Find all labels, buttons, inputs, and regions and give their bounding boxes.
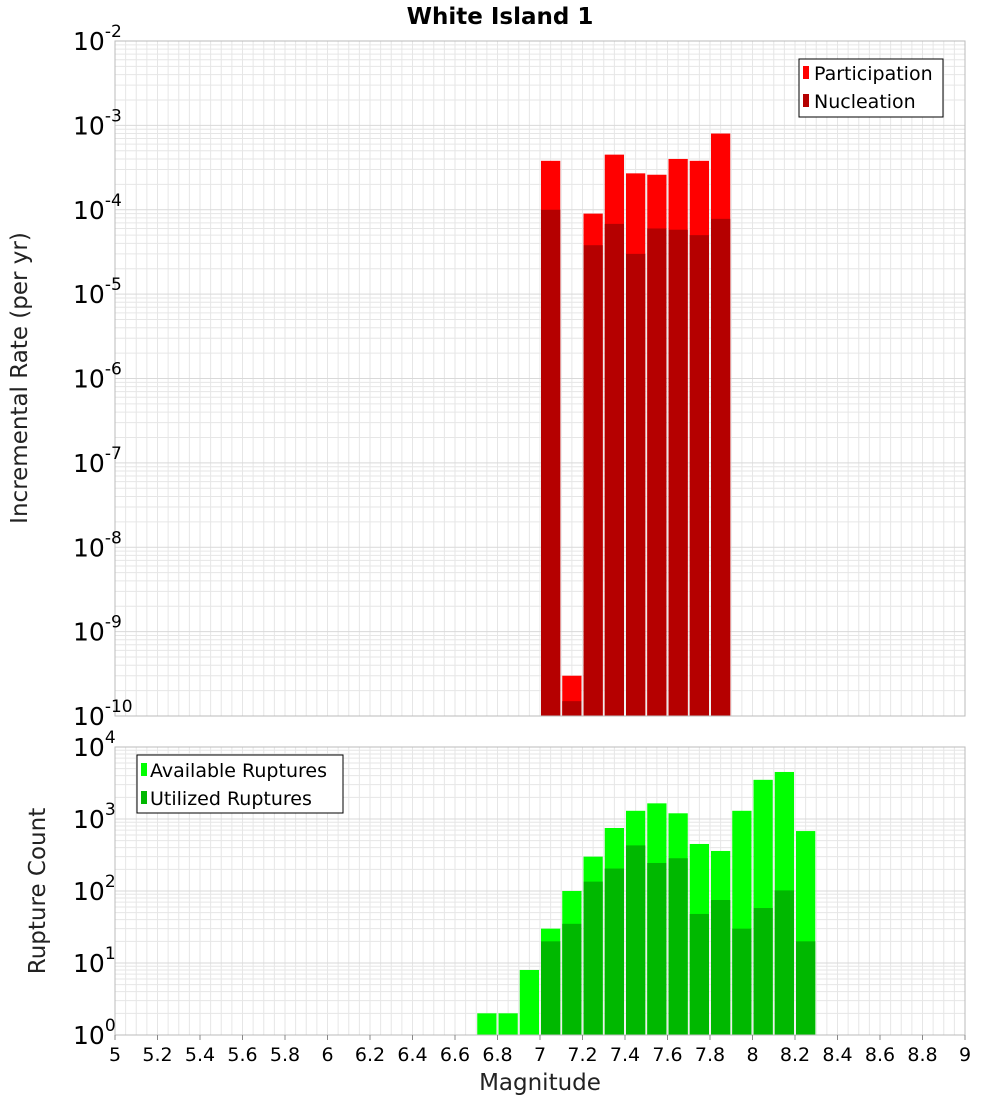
count-bar-available-ruptures — [498, 1013, 518, 1035]
x-tick-label: 6.2 — [355, 1044, 385, 1066]
count-bar-utilized-ruptures — [647, 862, 667, 1035]
count-y-tick-label: 102 — [73, 872, 116, 906]
x-tick-label: 8.2 — [780, 1044, 810, 1066]
count-bar-utilized-ruptures — [732, 928, 752, 1035]
rate-bar-nucleation — [604, 223, 624, 716]
count-bar-utilized-ruptures — [604, 868, 624, 1035]
x-axis-ticks: 5 5.2 5.4 5.6 5.8 6 6.2 6.4 6.6 6.8 7 7.2 7.4 7.6 7.8 8… — [109, 1035, 971, 1066]
x-tick-label: 7.4 — [610, 1044, 640, 1066]
x-tick-label: 9 — [959, 1044, 971, 1066]
rate-legend: Participation Nucleation — [798, 58, 944, 118]
rate-bar-nucleation — [583, 245, 603, 717]
x-tick-label: 6.6 — [440, 1044, 470, 1066]
rate-plot-frame — [114, 40, 966, 717]
rate-y-ticks: 10-10 10-9 10-8 10-7 10-6 10-5 10-4 10-3 10-2 — [73, 22, 133, 731]
count-y-tick-label: 101 — [73, 944, 116, 978]
x-tick-label: 5.6 — [227, 1044, 257, 1066]
x-tick-label: 8 — [746, 1044, 758, 1066]
count-y-tick-label: 104 — [73, 728, 116, 762]
x-tick-label: 7.8 — [695, 1044, 725, 1066]
rate-y-tick-label: 10-7 — [73, 444, 122, 478]
count-bar-utilized-ruptures — [753, 908, 773, 1035]
count-bar-utilized-ruptures — [711, 899, 731, 1035]
count-bar-available-ruptures — [477, 1013, 497, 1035]
count-y-axis-label: Rupture Count — [25, 808, 51, 974]
x-tick-label: 5.8 — [270, 1044, 300, 1066]
count-y-ticks: 100 101 102 103 104 — [73, 728, 116, 1050]
x-tick-label: 8.8 — [907, 1044, 937, 1066]
rate-bar-nucleation — [541, 209, 561, 716]
rate-bar-nucleation — [626, 253, 646, 716]
count-bar-utilized-ruptures — [541, 941, 561, 1035]
x-tick-label: 5 — [109, 1044, 121, 1066]
legend-swatch-utilized — [141, 791, 147, 804]
rate-y-tick-label: 10-9 — [73, 613, 122, 647]
rate-bar-nucleation — [689, 235, 709, 716]
x-tick-label: 8.6 — [865, 1044, 895, 1066]
legend-label-utilized: Utilized Ruptures — [150, 788, 312, 810]
count-legend: Available Ruptures Utilized Ruptures — [136, 754, 344, 814]
rate-bar-nucleation — [668, 229, 688, 717]
count-bar-utilized-ruptures — [796, 941, 816, 1035]
legend-label-available: Available Ruptures — [150, 760, 327, 782]
legend-swatch-available — [141, 763, 147, 776]
legend-swatch-nucleation — [803, 94, 809, 107]
rate-y-tick-label: 10-10 — [73, 697, 133, 731]
count-legend-box — [136, 754, 344, 814]
x-tick-label: 6.4 — [397, 1044, 427, 1066]
x-tick-label: 5.2 — [142, 1044, 172, 1066]
rate-y-tick-label: 10-6 — [73, 360, 122, 394]
rate-y-tick-label: 10-4 — [73, 191, 122, 225]
rate-bar-nucleation — [562, 701, 582, 716]
count-panel: 100 101 102 103 104 Rupture Count Available … — [25, 728, 966, 1050]
count-bars — [477, 771, 816, 1035]
rate-y-tick-label: 10-8 — [73, 528, 122, 562]
x-tick-label: 5.4 — [185, 1044, 215, 1066]
count-bar-utilized-ruptures — [583, 881, 603, 1035]
x-axis-label: Magnitude — [479, 1070, 601, 1096]
legend-swatch-participation — [803, 66, 809, 79]
rate-bar-nucleation — [647, 228, 667, 716]
count-bar-available-ruptures — [519, 969, 539, 1035]
rate-bars — [541, 133, 731, 717]
count-bar-utilized-ruptures — [668, 858, 688, 1035]
x-tick-label: 7.6 — [652, 1044, 682, 1066]
rate-panel: 10-10 10-9 10-8 10-7 10-6 10-5 10-4 10-3 10-2 In… — [7, 22, 966, 731]
rate-y-tick-label: 10-5 — [73, 275, 122, 309]
rate-y-tick-label: 10-2 — [73, 22, 122, 56]
rate-y-axis-label: Incremental Rate (per yr) — [7, 232, 33, 524]
legend-label-nucleation: Nucleation — [814, 91, 916, 113]
x-tick-label: 6 — [321, 1044, 333, 1066]
count-y-tick-label: 100 — [73, 1016, 116, 1050]
rate-y-tick-label: 10-3 — [73, 106, 122, 140]
chart-title: White Island 1 — [407, 4, 594, 30]
rate-grid — [114, 41, 966, 717]
count-bar-utilized-ruptures — [689, 913, 709, 1035]
count-y-tick-label: 103 — [73, 800, 116, 834]
legend-label-participation: Participation — [814, 63, 933, 85]
x-tick-label: 8.4 — [822, 1044, 852, 1066]
x-tick-label: 6.8 — [482, 1044, 512, 1066]
count-bar-utilized-ruptures — [562, 923, 582, 1035]
x-tick-label: 7.2 — [567, 1044, 597, 1066]
x-tick-label: 7 — [534, 1044, 546, 1066]
rate-legend-box — [798, 58, 944, 118]
count-bar-utilized-ruptures — [626, 845, 646, 1035]
count-bar-utilized-ruptures — [774, 890, 794, 1035]
rate-bar-nucleation — [711, 218, 731, 716]
